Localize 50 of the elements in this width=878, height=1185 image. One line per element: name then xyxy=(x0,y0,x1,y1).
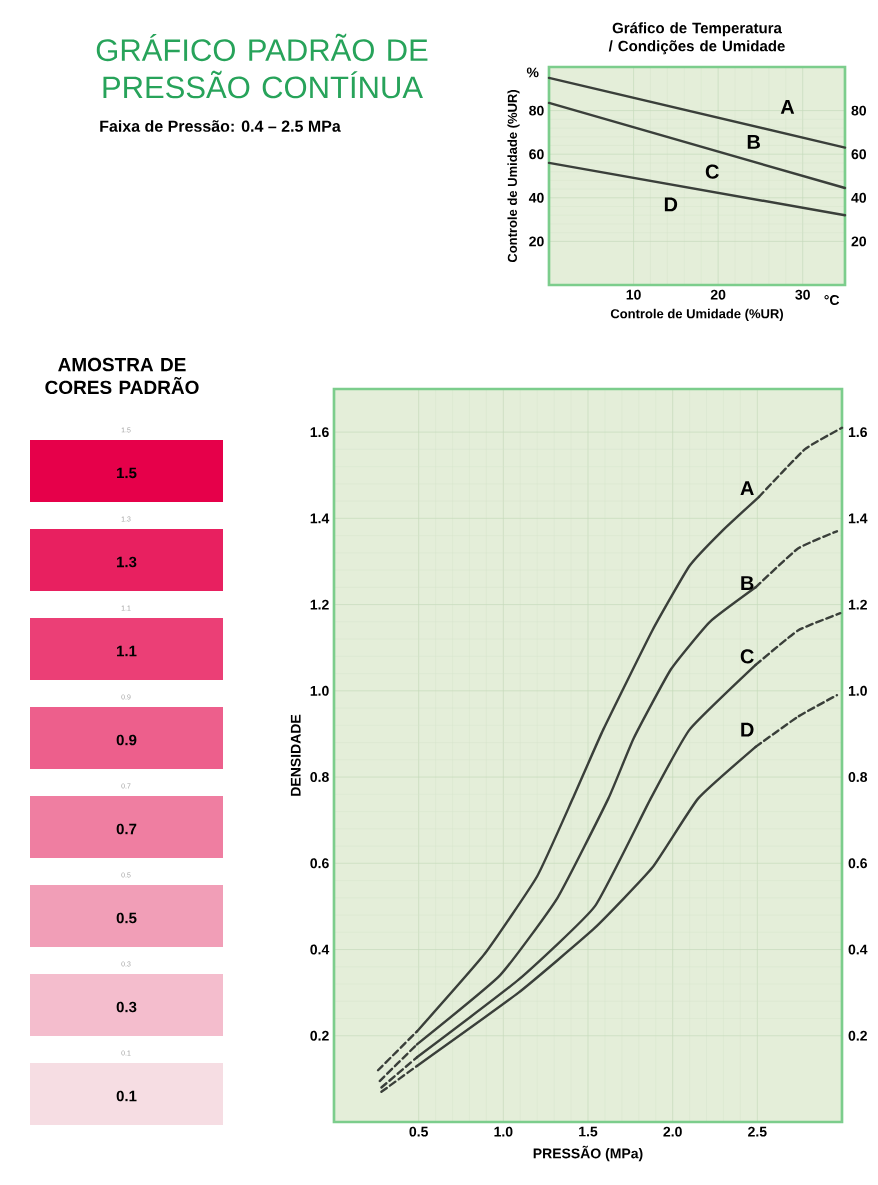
y2-tick-label: 1.2 xyxy=(848,599,867,610)
x-axis-title: PRESSÃO (MPa) xyxy=(533,1145,643,1162)
y-tick-label: 1.2 xyxy=(310,599,329,610)
y-tick-label: 80 xyxy=(529,105,544,116)
y-tick-label: 20 xyxy=(529,236,544,247)
x-tick-label: 20 xyxy=(710,289,726,300)
x-tick-label: 2.0 xyxy=(663,1126,682,1137)
y-tick-label: 0.6 xyxy=(310,858,329,869)
y-axis-title: DENSIDADE xyxy=(290,714,301,796)
y-tick-label: 0.4 xyxy=(310,944,330,955)
y2-tick-label: 0.2 xyxy=(848,1030,867,1041)
annotation: A xyxy=(780,100,795,114)
y2-tick-label: 1.6 xyxy=(848,427,867,438)
y2-tick-label: 20 xyxy=(851,236,867,247)
text: GRÁFICO PADRÃO DE PRESSÃO CONTÍNUA xyxy=(96,33,428,99)
y-tick-label: 0.8 xyxy=(310,772,329,783)
y-tick-label: 0.2 xyxy=(310,1030,329,1041)
y-tick-label: 40 xyxy=(528,192,544,203)
y2-tick-label: 0.6 xyxy=(848,858,867,869)
y2-tick-label: 0.4 xyxy=(848,944,868,955)
y2-tick-label: 80 xyxy=(851,105,867,116)
y-tick-label: 1.0 xyxy=(310,685,329,696)
text: Faixa de Pressão: 0.4 – 2.5 MPa xyxy=(100,120,341,132)
y-tick-label: 1.4 xyxy=(310,513,330,524)
y2-tick-label: 60 xyxy=(851,149,867,160)
annotation: C xyxy=(705,164,719,179)
annotation: A xyxy=(740,481,754,496)
y2-tick-label: 1.4 xyxy=(848,513,868,524)
y2-tick-label: 40 xyxy=(851,192,867,203)
text: % xyxy=(526,67,539,78)
x-tick-label: 1.5 xyxy=(579,1126,598,1137)
y2-tick-label: 0.8 xyxy=(848,772,868,783)
text: °C xyxy=(824,295,840,305)
x-tick-label: 10 xyxy=(626,289,641,300)
annotation: B xyxy=(747,135,760,149)
y-tick-label: 60 xyxy=(529,149,544,160)
x-tick-label: 30 xyxy=(795,289,810,300)
y-tick-label: 1.6 xyxy=(310,427,329,438)
chart-title: AMOSTRA DE CORES PADRÃO xyxy=(45,357,199,395)
x-axis-title: Controle de Umidade (%UR) xyxy=(610,308,783,321)
x-tick-label: 0.5 xyxy=(409,1126,428,1137)
y2-tick-label: 1.0 xyxy=(848,685,867,696)
x-tick-label: 2.5 xyxy=(748,1126,767,1137)
x-tick-label: 1.0 xyxy=(494,1126,513,1137)
annotation: D xyxy=(664,197,678,212)
annotation: C xyxy=(740,649,754,664)
annotation: B xyxy=(741,576,754,590)
chart-title: Gráfico de Temperatura / Condições de Umidade xyxy=(608,22,785,55)
y-axis-title: Controle de Umidade (%UR) xyxy=(507,89,520,263)
annotation: D xyxy=(741,722,754,737)
